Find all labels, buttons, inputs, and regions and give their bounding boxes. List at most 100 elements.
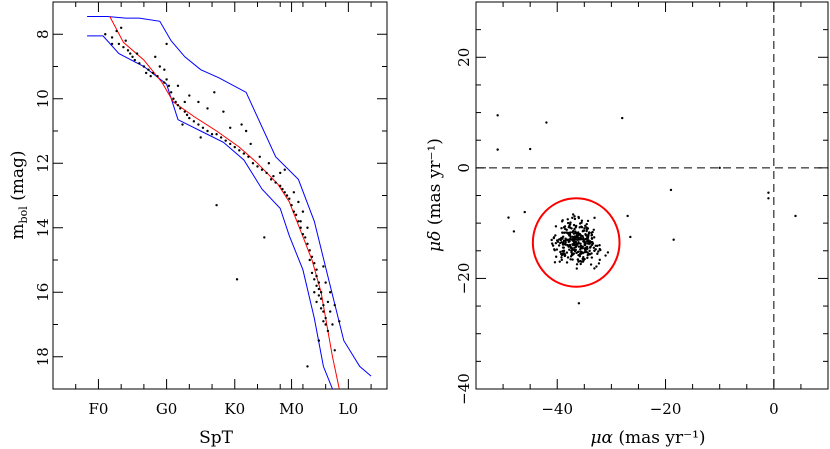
left-x-tick-labels: F0 G0 K0 M0 L0 (88, 400, 358, 418)
right-cluster-point (573, 246, 576, 249)
left-plot-frame (52, 1, 388, 390)
right-cluster-point (571, 258, 574, 261)
left-data-point (326, 300, 330, 304)
right-outlier-point (507, 216, 510, 219)
left-y-tick-label: 10 (34, 89, 52, 108)
left-data-point (144, 71, 148, 75)
left-data-point (244, 129, 248, 133)
right-cluster-point (570, 250, 573, 253)
left-data-point (315, 274, 318, 278)
left-data-point (306, 226, 309, 229)
left-data-point (274, 181, 277, 184)
left-data-point (215, 133, 218, 136)
right-y-tick-label: −40 (455, 373, 473, 405)
right-cluster-point (557, 238, 561, 241)
right-cluster-point (573, 249, 577, 253)
right-cluster-point (585, 226, 588, 229)
left-data-point (292, 210, 296, 213)
left-data-point (324, 316, 327, 320)
right-cluster-point (579, 247, 583, 250)
left-data-point (122, 45, 125, 49)
right-cluster-point (568, 248, 571, 251)
right-cluster-point (588, 240, 591, 244)
left-data-point (181, 123, 184, 126)
right-outlier-point (577, 302, 581, 305)
right-cluster-point (555, 248, 559, 251)
right-cluster-point (571, 253, 574, 257)
right-cluster-point (579, 242, 582, 245)
right-cluster-point (575, 236, 578, 239)
left-data-point (301, 233, 305, 236)
left-data-point (222, 110, 225, 113)
right-plot-frame (475, 1, 829, 390)
left-data-point (292, 191, 296, 194)
left-data-point (297, 220, 300, 223)
left-data-point (151, 71, 155, 75)
left-data-point (149, 74, 152, 78)
right-cluster-point (561, 231, 564, 234)
right-cluster-point (589, 263, 593, 266)
right-y-tick-label: 0 (455, 163, 473, 173)
left-data-point (219, 136, 223, 139)
left-panel: F0 G0 K0 M0 L0 8 10 12 14 16 18 SpT mbol (mag) (8, 1, 388, 448)
right-cluster-point (577, 250, 580, 253)
right-cluster-point (575, 263, 579, 266)
right-cluster-point (561, 246, 565, 249)
left-data-point (129, 52, 132, 55)
right-cluster-point (568, 223, 572, 226)
right-cluster-point (563, 231, 566, 234)
left-data-point (288, 197, 291, 200)
right-outlier-point (545, 121, 548, 124)
right-cluster-point (575, 245, 578, 248)
right-cluster-point (560, 220, 564, 223)
left-data-point (167, 84, 171, 88)
left-data-point (183, 110, 186, 113)
right-axis-ticks (476, 1, 829, 390)
left-data-point (117, 42, 121, 46)
right-cluster-point (592, 228, 595, 232)
left-data-point (272, 174, 275, 178)
left-data-point (338, 320, 341, 323)
left-data-point (131, 55, 134, 59)
right-y-tick-label: −20 (455, 263, 473, 295)
left-data-point (188, 94, 191, 97)
right-cluster-point (590, 243, 594, 247)
left-data-point (138, 62, 141, 65)
right-cluster-point (571, 213, 575, 216)
right-cluster-point (584, 224, 587, 228)
left-data-point (313, 278, 316, 281)
right-cluster-point (571, 216, 574, 220)
left-data-point (269, 178, 273, 181)
right-y-axis-unit: (mas yr⁻¹) (425, 138, 445, 231)
right-cluster-point (554, 241, 558, 245)
right-cluster-point (551, 244, 555, 247)
right-cluster-point (566, 218, 569, 221)
left-y-axis-label: mbol (mag) (8, 150, 30, 239)
right-cluster-point (579, 244, 583, 247)
right-x-axis-symbol: μα (590, 428, 613, 448)
left-data-point (322, 265, 325, 268)
left-data-point (233, 145, 236, 149)
left-data-point (229, 126, 232, 129)
left-data-point (188, 116, 191, 120)
right-cluster-point (564, 239, 567, 243)
left-data-point (306, 365, 309, 368)
left-data-point (322, 303, 325, 307)
right-cluster-point (560, 227, 563, 230)
left-data-point (317, 281, 321, 284)
right-cluster-point (596, 244, 599, 248)
right-cluster-point (572, 241, 576, 245)
left-data-point (313, 291, 316, 294)
right-outlier-point (496, 148, 499, 151)
right-cluster-point (590, 240, 593, 244)
left-data-point (251, 162, 255, 165)
left-data-point (206, 107, 209, 110)
left-x-tick-label: L0 (339, 400, 359, 418)
right-cluster-point (553, 248, 556, 252)
right-y-tick-label: 20 (455, 48, 473, 67)
right-cluster-point (561, 235, 565, 238)
left-y-tick-label: 8 (34, 29, 52, 39)
right-cluster-point (574, 226, 577, 229)
right-cluster-point (597, 250, 600, 253)
right-cluster-point (593, 267, 596, 270)
